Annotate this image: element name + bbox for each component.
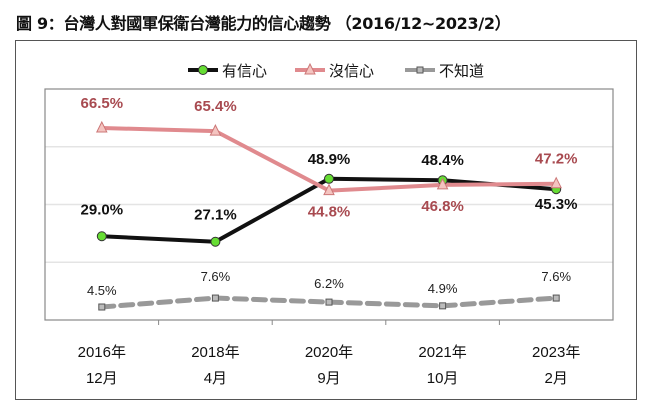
x-tick-label: 12月 [86,370,118,387]
data-label: 29.0% [81,201,124,218]
data-label: 66.5% [81,95,124,112]
x-tick-label: 2016年 [78,344,126,361]
data-point-square [211,294,219,302]
x-tick-label: 9月 [317,370,340,387]
data-label: 65.4% [194,98,237,115]
data-label: 47.2% [535,151,578,168]
data-point-circle [324,173,334,184]
data-label: 48.4% [421,152,464,169]
data-point-triangle [436,177,449,190]
data-label: 45.3% [535,196,578,213]
data-label: 46.8% [421,198,464,215]
chart-title: 圖 9：台灣人對國軍保衛台灣能力的信心趨勢 （2016/12~2023/2） [16,14,511,33]
x-tick-label: 2021年 [418,344,466,361]
x-tick-label: 2023年 [532,344,580,361]
legend-label: 不知道 [439,63,484,80]
legend-label: 沒信心 [329,63,374,80]
data-label: 7.6% [541,269,571,284]
data-point-square [439,302,447,310]
data-point-square [325,298,333,306]
data-label: 4.9% [428,281,458,296]
legend-marker-triangle [304,62,316,75]
x-tick-label: 2月 [545,370,568,387]
data-point-triangle [323,183,335,196]
plot-area [44,88,614,321]
data-label: 7.6% [201,269,231,284]
legend-marker-circle [198,65,208,75]
chart-frame [15,40,637,400]
data-label: 4.5% [87,283,117,298]
x-tick-label: 10月 [427,370,459,387]
legend-marker-square [416,66,424,74]
x-tick-label: 2020年 [305,344,353,361]
data-point-circle [96,231,107,242]
data-label: 44.8% [308,204,351,221]
data-point-triangle [95,120,108,133]
data-label: 27.1% [194,207,237,224]
data-point-triangle [550,176,563,189]
data-point-square [98,303,106,311]
data-label: 6.2% [314,276,344,291]
data-point-square [552,294,560,302]
data-point-triangle [209,124,222,136]
x-tick-label: 2018年 [191,344,239,361]
x-tick-label: 4月 [204,370,227,387]
legend-label: 有信心 [222,63,267,80]
data-label: 48.9% [308,151,351,168]
data-point-circle [210,236,221,247]
